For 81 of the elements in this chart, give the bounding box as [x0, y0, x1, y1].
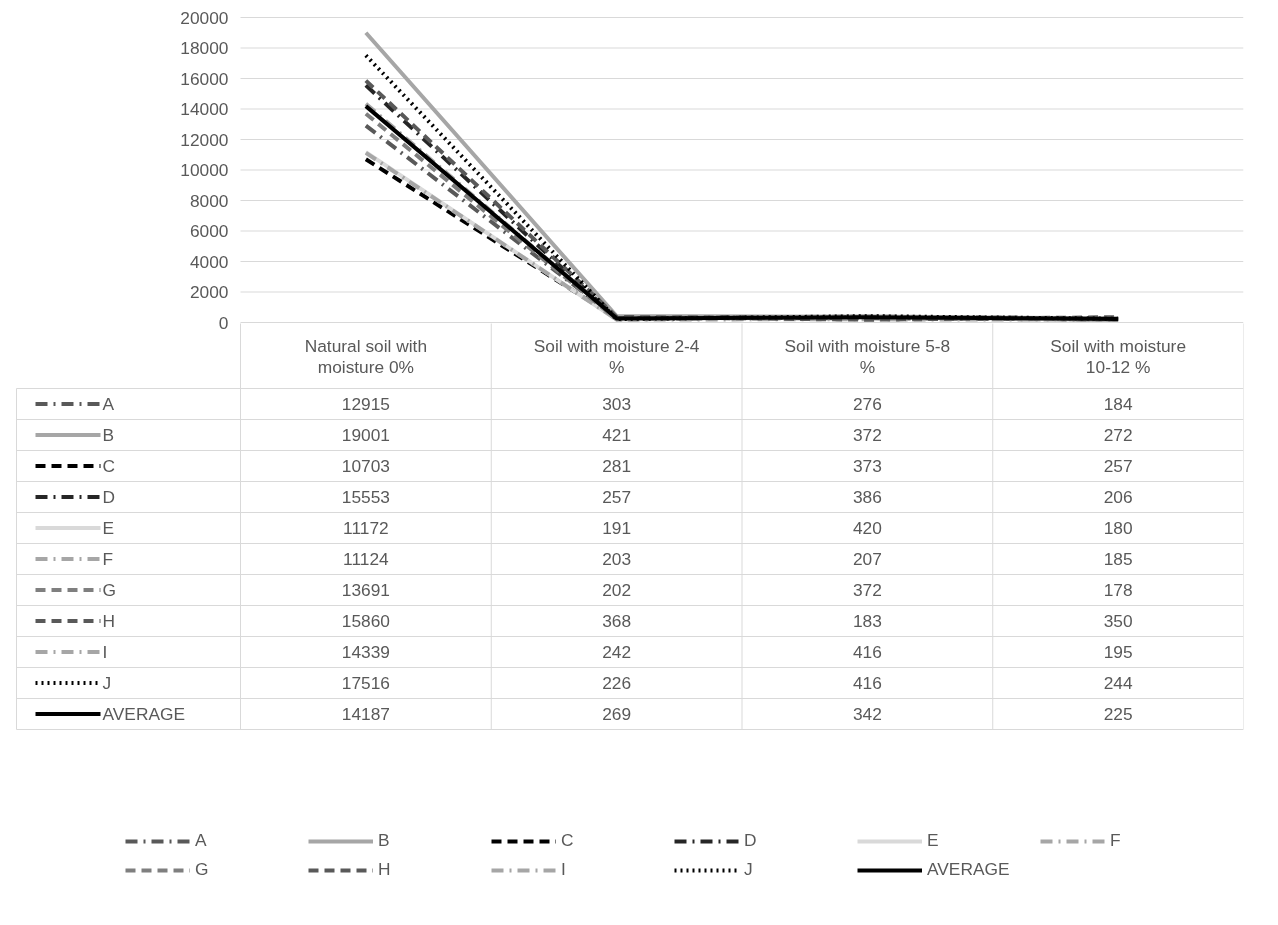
data-label: 386 — [852, 487, 882, 507]
data-label: 257 — [1103, 456, 1133, 476]
data-label: 244 — [1103, 673, 1133, 693]
y-tick-label: 18000 — [180, 38, 229, 58]
data-label: 207 — [852, 549, 882, 569]
legend-label: A — [102, 394, 115, 414]
data-label: 185 — [1103, 549, 1133, 569]
data-label: 372 — [852, 425, 882, 445]
text: J — [744, 859, 753, 879]
data-label: 421 — [602, 425, 632, 445]
data-label: 303 — [602, 394, 632, 414]
data-label: 180 — [1103, 518, 1133, 538]
text: H — [378, 859, 391, 879]
data-label: 226 — [602, 673, 632, 693]
legend-label: G — [102, 580, 116, 600]
data-label: 191 — [602, 518, 632, 538]
text: B — [378, 830, 390, 850]
data-label: 342 — [852, 704, 882, 724]
legend-label: E — [102, 518, 115, 538]
data-label: 203 — [602, 549, 632, 569]
data-label: 11172 — [343, 518, 389, 538]
text: I — [561, 859, 566, 879]
text: AVERAGE — [927, 859, 1010, 879]
data-label: 178 — [1103, 580, 1133, 600]
data-label: 14339 — [341, 642, 390, 662]
legend-label: I — [102, 642, 108, 662]
text: E — [927, 830, 939, 850]
data-label: 257 — [602, 487, 632, 507]
y-tick-label: 16000 — [180, 68, 229, 89]
data-label: 416 — [852, 642, 882, 662]
y-tick-label: 10000 — [180, 160, 229, 180]
legend-label: B — [102, 425, 115, 445]
data-label: 183 — [852, 611, 882, 631]
x-tick-label: Soil with moisture 5-8 % — [784, 335, 951, 377]
data-label: 10703 — [341, 456, 390, 476]
data-label: 420 — [852, 518, 882, 538]
data-label: 416 — [852, 673, 882, 693]
legend-label: AVERAGE — [102, 704, 185, 724]
data-label: 11124 — [343, 549, 390, 569]
data-label: 350 — [1103, 611, 1133, 631]
data-label: 19001 — [341, 425, 390, 445]
data-label: 14187 — [341, 704, 390, 724]
text: D — [744, 830, 757, 850]
data-label: 373 — [852, 456, 882, 476]
legend-label: D — [102, 487, 116, 507]
x-tick-label: Soil with moisture 2-4 % — [533, 335, 700, 377]
legend-label: J — [102, 673, 112, 693]
data-label: 272 — [1103, 425, 1133, 445]
legend-label: F — [102, 549, 114, 569]
data-label: 242 — [602, 642, 632, 662]
data-label: 368 — [602, 611, 632, 631]
legend-label: C — [102, 456, 116, 476]
y-tick-label: 4000 — [189, 251, 229, 272]
data-label: 225 — [1103, 704, 1133, 724]
text: A — [195, 830, 207, 850]
data-label: 281 — [602, 456, 632, 476]
y-tick-label: 2000 — [189, 282, 229, 302]
data-label: 372 — [852, 580, 882, 600]
text: G — [195, 859, 209, 879]
legend-label: H — [102, 611, 116, 631]
data-label: 184 — [1103, 394, 1133, 414]
data-label: 13691 — [341, 580, 390, 600]
x-tick-label: Natural soil with moisture 0% — [304, 335, 428, 377]
text: F — [1110, 830, 1121, 850]
data-label: 17516 — [341, 673, 390, 693]
x-tick-label: Soil with moisture 10-12 % — [1050, 335, 1187, 377]
data-label: 15860 — [341, 611, 390, 631]
data-label: 276 — [852, 394, 882, 414]
y-tick-label: 12000 — [180, 129, 229, 150]
y-tick-label: 8000 — [189, 190, 229, 211]
data-label: 269 — [602, 704, 632, 724]
data-label: 195 — [1103, 642, 1133, 662]
text: C — [561, 830, 574, 850]
data-label: 15553 — [341, 487, 390, 507]
y-tick-label: 14000 — [180, 99, 229, 119]
data-label: 12915 — [341, 394, 390, 414]
data-label: 202 — [602, 580, 632, 600]
y-tick-label: 6000 — [189, 221, 229, 241]
y-tick-label: 0 — [218, 312, 229, 333]
y-tick-label: 20000 — [180, 7, 229, 28]
data-label: 206 — [1103, 487, 1133, 507]
